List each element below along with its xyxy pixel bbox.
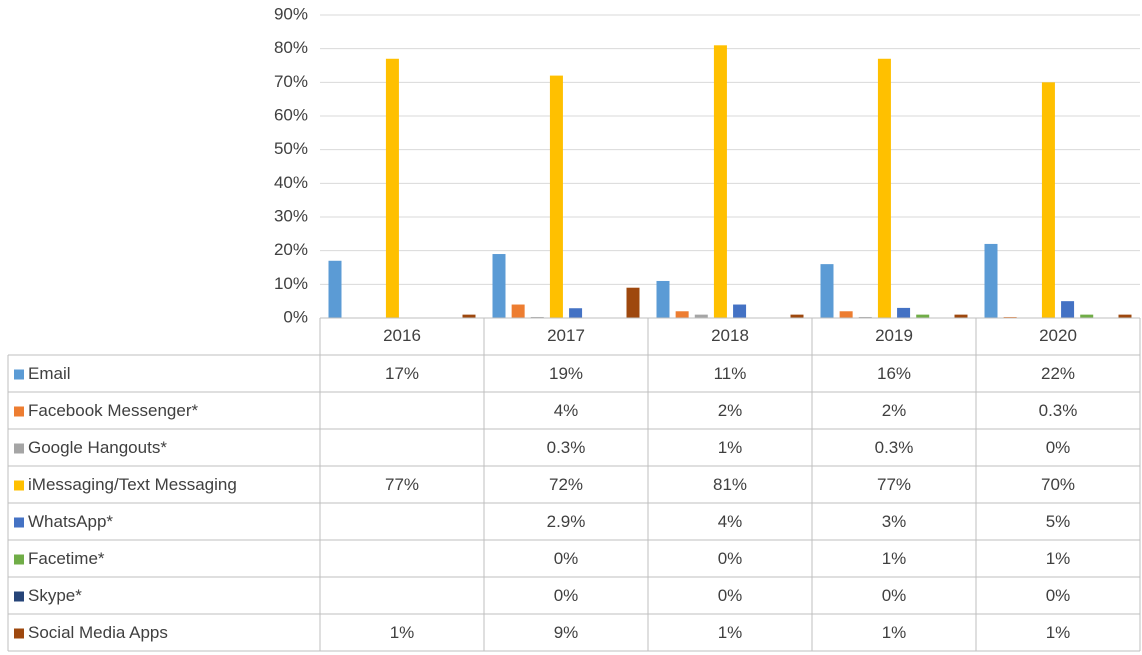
- data-label: 2%: [718, 401, 743, 420]
- data-label: 1%: [882, 623, 907, 642]
- data-label: 22%: [1041, 364, 1075, 383]
- legend-swatch: [14, 369, 24, 380]
- bar: [694, 314, 708, 318]
- data-label: 19%: [549, 364, 583, 383]
- y-tick-label: 60%: [274, 105, 308, 124]
- bar: [1061, 301, 1075, 318]
- bar: [626, 287, 640, 318]
- legend-swatch: [14, 591, 24, 602]
- x-tick-label: 2019: [875, 326, 913, 345]
- legend-label: Facebook Messenger*: [28, 401, 198, 420]
- y-tick-label: 90%: [274, 4, 308, 23]
- legend-swatch: [14, 628, 24, 639]
- data-label: 1%: [882, 549, 907, 568]
- data-label: 3%: [882, 512, 907, 531]
- data-label: 0%: [1046, 438, 1071, 457]
- data-label: 2%: [882, 401, 907, 420]
- data-label: 0.3%: [547, 438, 586, 457]
- data-label: 0%: [718, 549, 743, 568]
- bar: [954, 314, 968, 318]
- bar: [385, 58, 399, 319]
- data-label: 0%: [882, 586, 907, 605]
- bar: [328, 260, 342, 318]
- bar: [820, 264, 834, 318]
- data-label: 4%: [554, 401, 579, 420]
- y-tick-label: 10%: [274, 274, 308, 293]
- data-label: 81%: [713, 475, 747, 494]
- data-label: 0%: [1046, 586, 1071, 605]
- bar: [530, 316, 544, 318]
- bar: [897, 307, 911, 318]
- data-label: 0.3%: [875, 438, 914, 457]
- data-label: 1%: [1046, 623, 1071, 642]
- data-label: 70%: [1041, 475, 1075, 494]
- bar: [916, 314, 930, 318]
- bar: [1080, 314, 1094, 318]
- bar: [569, 308, 583, 318]
- data-label: 11%: [714, 364, 747, 383]
- data-label: 1%: [718, 623, 743, 642]
- data-label: 16%: [877, 364, 911, 383]
- y-tick-label: 30%: [274, 206, 308, 225]
- data-label: 77%: [385, 475, 419, 494]
- legend-label: Email: [28, 364, 71, 383]
- bar: [656, 280, 670, 318]
- legend-label: Google Hangouts*: [28, 438, 167, 457]
- legend-swatch: [14, 517, 24, 528]
- data-label: 9%: [554, 623, 579, 642]
- y-tick-label: 80%: [274, 38, 308, 57]
- y-tick-label: 0%: [283, 307, 308, 326]
- legend-swatch: [14, 554, 24, 565]
- bar: [877, 58, 891, 319]
- data-label: 0%: [554, 586, 579, 605]
- bar: [511, 304, 525, 318]
- data-label: 1%: [1046, 549, 1071, 568]
- data-label: 1%: [390, 623, 415, 642]
- y-tick-label: 40%: [274, 173, 308, 192]
- data-label: 0%: [718, 586, 743, 605]
- bar: [858, 316, 872, 318]
- bar: [675, 311, 689, 318]
- bar: [1003, 316, 1017, 318]
- legend-label: Skype*: [28, 586, 82, 605]
- legend-label: Facetime*: [28, 549, 105, 568]
- bar: [462, 314, 476, 318]
- data-label: 1%: [718, 438, 743, 457]
- bar: [492, 254, 506, 318]
- data-label: 2.9%: [547, 512, 586, 531]
- y-tick-label: 20%: [274, 240, 308, 259]
- data-label: 5%: [1046, 512, 1071, 531]
- bar: [1118, 314, 1132, 318]
- y-tick-label: 50%: [274, 139, 308, 158]
- legend-label: WhatsApp*: [28, 512, 113, 531]
- x-tick-label: 2017: [547, 326, 585, 345]
- x-tick-label: 2016: [383, 326, 421, 345]
- data-label: 4%: [718, 512, 743, 531]
- data-label: 0.3%: [1039, 401, 1078, 420]
- bar: [839, 311, 853, 318]
- bar: [790, 314, 804, 318]
- data-label: 17%: [385, 364, 419, 383]
- data-label: 0%: [554, 549, 579, 568]
- x-tick-label: 2018: [711, 326, 749, 345]
- y-tick-label: 70%: [274, 72, 308, 91]
- data-label: 77%: [877, 475, 911, 494]
- bar: [733, 304, 747, 318]
- legend-label: iMessaging/Text Messaging: [28, 475, 237, 494]
- bar: [984, 243, 998, 318]
- bar: [713, 45, 727, 319]
- bar: [1041, 82, 1055, 318]
- x-tick-label: 2020: [1039, 326, 1077, 345]
- legend-label: Social Media Apps: [28, 623, 168, 642]
- legend-swatch: [14, 443, 24, 454]
- legend-swatch: [14, 480, 24, 491]
- legend-swatch: [14, 406, 24, 417]
- bar: [549, 75, 563, 318]
- data-label: 72%: [549, 475, 583, 494]
